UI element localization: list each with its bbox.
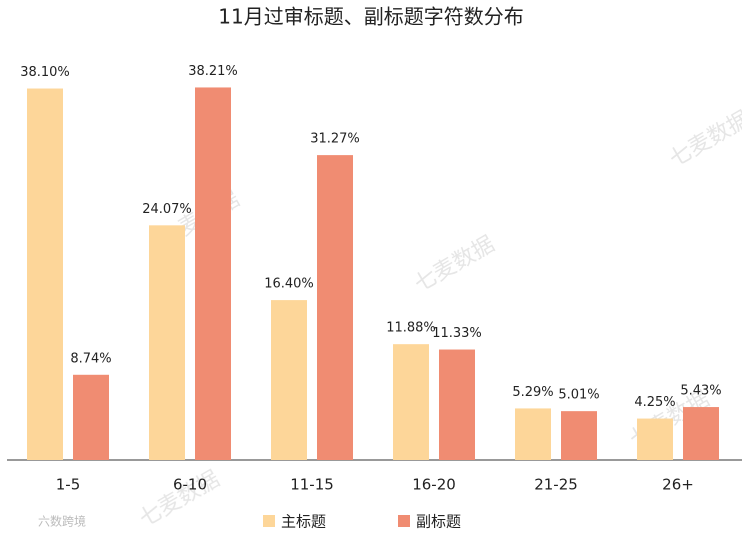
value-label: 11.88% [386, 321, 436, 336]
x-tick-label: 6-10 [173, 476, 207, 494]
x-tick-label: 26+ [662, 476, 694, 494]
legend-swatch [263, 515, 275, 527]
bar [27, 88, 63, 461]
x-tick-label: 16-20 [412, 476, 456, 494]
bar [515, 408, 551, 460]
value-label: 4.25% [634, 395, 675, 410]
x-tick-label: 21-25 [534, 476, 578, 494]
value-label: 31.27% [310, 132, 360, 147]
value-label: 8.74% [70, 351, 111, 366]
x-tick-label: 11-15 [290, 476, 334, 494]
value-label: 16.40% [264, 277, 314, 292]
bar [271, 300, 307, 460]
bar [195, 87, 231, 460]
value-label: 5.29% [512, 385, 553, 400]
bar [561, 411, 597, 460]
x-tick-label: 1-5 [56, 476, 81, 494]
value-label: 5.43% [680, 384, 721, 399]
chart-title: 11月过审标题、副标题字符数分布 [218, 5, 523, 29]
value-label: 5.01% [558, 388, 599, 403]
bar [317, 155, 353, 460]
legend-swatch [398, 515, 410, 527]
value-label: 38.21% [188, 64, 238, 79]
value-label: 38.10% [20, 65, 70, 80]
bar [149, 225, 185, 460]
footer-logo: 六数跨境 [38, 514, 86, 529]
bar [393, 344, 429, 460]
watermark: 七麦数据 [665, 107, 742, 173]
value-label: 11.33% [432, 326, 482, 341]
watermark: 七麦数据 [410, 232, 499, 298]
bar [439, 349, 475, 460]
legend-label: 副标题 [416, 513, 461, 531]
value-label: 24.07% [142, 202, 192, 217]
legend-label: 主标题 [281, 513, 326, 531]
bar [73, 374, 109, 460]
bar [637, 418, 673, 460]
bar [683, 407, 719, 460]
